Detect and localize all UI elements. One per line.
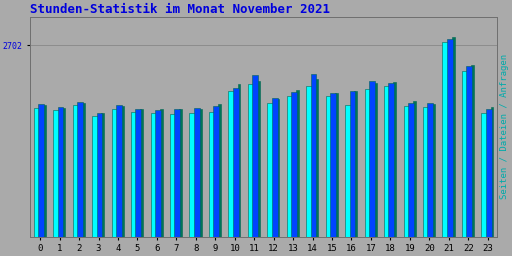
Bar xyxy=(466,66,472,237)
Bar xyxy=(53,111,64,237)
Bar xyxy=(252,75,258,237)
Text: Stunden-Statistik im Monat November 2021: Stunden-Statistik im Monat November 2021 xyxy=(30,3,330,16)
Bar xyxy=(136,109,141,237)
Bar xyxy=(209,112,220,237)
Bar xyxy=(73,105,83,237)
Bar xyxy=(248,83,259,237)
Bar xyxy=(442,42,453,237)
Bar xyxy=(97,113,102,237)
Bar xyxy=(194,108,200,237)
Bar xyxy=(490,106,494,237)
Bar xyxy=(365,89,375,237)
Bar xyxy=(218,104,221,237)
Bar xyxy=(471,66,474,237)
Bar xyxy=(233,88,239,237)
Bar xyxy=(170,114,181,237)
Bar xyxy=(291,92,297,237)
Bar xyxy=(276,99,280,237)
Bar xyxy=(151,113,161,237)
Bar xyxy=(345,105,356,237)
Bar xyxy=(58,107,63,237)
Bar xyxy=(272,98,278,237)
Bar xyxy=(257,81,260,237)
Bar xyxy=(408,103,414,237)
Bar xyxy=(384,86,395,237)
Bar xyxy=(462,71,473,237)
Bar xyxy=(296,90,299,237)
Bar xyxy=(369,81,375,237)
Bar xyxy=(447,39,453,237)
Bar xyxy=(326,96,336,237)
Bar xyxy=(131,112,142,237)
Bar xyxy=(77,102,83,237)
Bar xyxy=(140,109,143,237)
Bar xyxy=(432,104,435,237)
Bar xyxy=(121,106,124,237)
Bar xyxy=(335,93,338,237)
Bar xyxy=(428,103,433,237)
Bar xyxy=(189,113,200,237)
Bar xyxy=(486,109,492,237)
Bar xyxy=(101,113,104,237)
Bar xyxy=(350,91,355,237)
Bar xyxy=(374,83,377,237)
Bar xyxy=(62,108,66,237)
Bar xyxy=(112,109,122,237)
Bar xyxy=(267,103,278,237)
Bar xyxy=(175,109,180,237)
Bar xyxy=(354,91,357,237)
Bar xyxy=(311,74,316,237)
Bar xyxy=(179,109,182,237)
Bar xyxy=(481,113,492,237)
Bar xyxy=(287,96,297,237)
Bar xyxy=(214,106,219,237)
Bar xyxy=(116,105,122,237)
Bar xyxy=(330,93,336,237)
Bar xyxy=(452,37,455,237)
Bar xyxy=(38,104,44,237)
Bar xyxy=(199,109,202,237)
Bar xyxy=(393,82,396,237)
Bar xyxy=(306,86,317,237)
Bar xyxy=(155,110,161,237)
Bar xyxy=(238,83,241,237)
Bar xyxy=(92,116,103,237)
Bar xyxy=(82,103,85,237)
Bar xyxy=(43,105,46,237)
Y-axis label: Seiten / Dateien / Anfragen: Seiten / Dateien / Anfragen xyxy=(500,54,509,199)
Bar xyxy=(389,83,394,237)
Bar xyxy=(160,109,163,237)
Bar xyxy=(315,79,318,237)
Bar xyxy=(34,108,45,237)
Bar xyxy=(228,91,239,237)
Bar xyxy=(403,106,414,237)
Bar xyxy=(423,107,434,237)
Bar xyxy=(413,101,416,237)
